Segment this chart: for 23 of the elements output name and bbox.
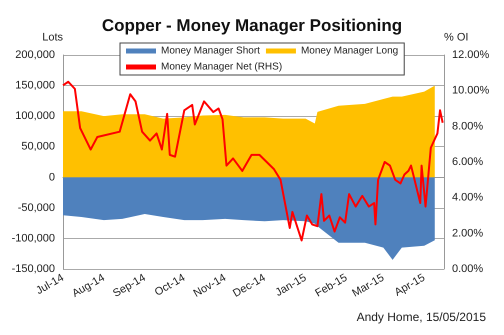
y-tick-label: 0	[48, 171, 55, 184]
line-series	[62, 80, 444, 242]
y-tick-label: 50,000	[21, 140, 55, 153]
y2-tick-label: 12.00%	[452, 49, 490, 61]
y-tick-label: 150,000	[15, 80, 55, 92]
chart-title: Copper - Money Manager Positioning	[102, 16, 402, 35]
legend-label: Money Manager Net (RHS)	[161, 62, 282, 72]
legend-label: Money Manager Long	[300, 46, 398, 56]
y2-tick-label: 0.00%	[452, 263, 484, 275]
y2-tick-label: 2.00%	[452, 227, 484, 240]
y-tick-label: -100,000	[12, 232, 55, 244]
text: Andy Home, 15/05/2015	[356, 310, 486, 324]
y2-tick-label: 4.00%	[452, 192, 484, 204]
y2-tick-label: 8.00%	[452, 120, 484, 132]
y-tick-label: -150,000	[12, 263, 55, 275]
y-tick-label: 200,000	[15, 49, 55, 61]
y-tick-label: 100,000	[15, 110, 55, 122]
y2-tick-label: 10.00%	[452, 84, 490, 97]
y-axis-title: Lots	[42, 32, 64, 44]
y2-axis-title: % OI	[444, 32, 468, 44]
y2-tick-label: 6.00%	[452, 156, 484, 168]
legend-label: Money Manager Short	[161, 46, 260, 56]
y-tick-label: -50,000	[18, 202, 55, 214]
